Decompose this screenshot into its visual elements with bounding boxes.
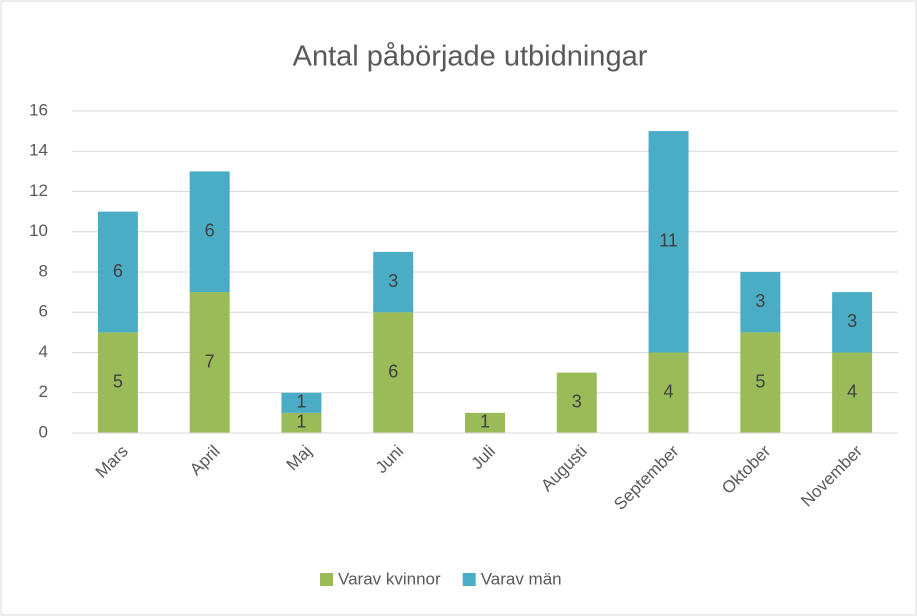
bar-segment (832, 352, 873, 433)
data-label: 4 (664, 382, 674, 402)
data-label: 11 (659, 231, 678, 251)
data-label: 3 (572, 392, 582, 412)
bar-segment (832, 292, 873, 353)
data-label: 5 (113, 371, 123, 391)
y-tick-label: 6 (39, 302, 48, 321)
data-label: 4 (847, 382, 857, 402)
data-label: 6 (205, 221, 215, 241)
data-label: 3 (847, 311, 857, 331)
data-label: 3 (388, 271, 398, 291)
bar-segment (740, 332, 781, 433)
data-label: 1 (296, 392, 306, 412)
bar-segment (189, 171, 230, 293)
y-tick-label: 10 (29, 221, 48, 240)
bar-segment (556, 372, 597, 433)
bar-segment (648, 352, 689, 433)
bar-segment (97, 211, 138, 333)
y-tick-label: 8 (39, 261, 48, 280)
bar-segment (97, 332, 138, 433)
data-label: 1 (480, 412, 490, 432)
y-tick-label: 2 (39, 382, 48, 401)
data-label: 3 (755, 291, 765, 311)
data-label: 6 (113, 261, 123, 281)
chart-title: Antal påbörjade utbidningar (293, 41, 648, 73)
data-label: 7 (205, 351, 215, 371)
y-tick-label: 12 (29, 181, 48, 200)
legend-swatch (320, 573, 333, 586)
y-tick-label: 14 (29, 141, 48, 160)
y-tick-label: 16 (29, 100, 48, 119)
data-label: 5 (755, 371, 765, 391)
bar-segment (465, 412, 505, 433)
y-tick-label: 0 (39, 422, 48, 441)
bar-segment (373, 251, 414, 313)
bar-segment (740, 272, 781, 333)
bar-segment (373, 312, 414, 433)
bar-segment (189, 292, 230, 433)
bar-segment (281, 412, 322, 433)
y-tick-label: 4 (39, 342, 48, 361)
bar-segment (648, 131, 689, 353)
legend-label: Varav kvinnor (338, 569, 441, 588)
bar-segment (281, 392, 322, 413)
legend-swatch (462, 573, 476, 586)
data-label: 6 (388, 361, 398, 381)
data-label: 1 (296, 412, 306, 432)
legend-label: Varav män (481, 569, 562, 588)
